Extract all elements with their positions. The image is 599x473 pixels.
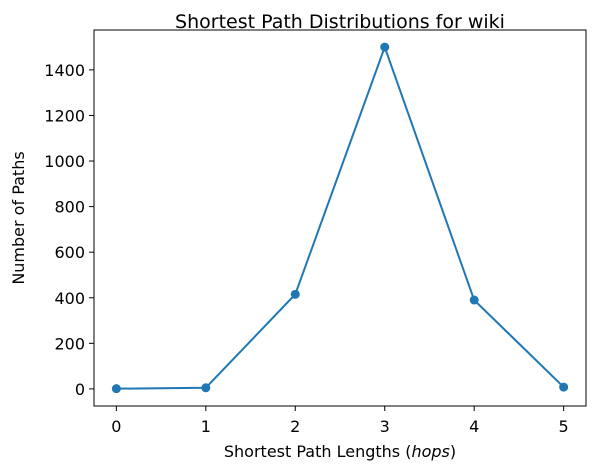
series-line	[116, 44, 565, 390]
series-points	[111, 42, 569, 394]
x-axis: 0 1 2 3 4 5	[111, 406, 569, 436]
data-point	[559, 382, 569, 392]
y-tick-label: 200	[54, 334, 85, 353]
plot-area	[93, 29, 587, 407]
y-axis: 0 200 400 600 800 1000 1200 1400	[44, 61, 94, 399]
y-axis-label: Number of Paths	[9, 151, 28, 284]
x-tick-label: 2	[290, 417, 300, 436]
data-point	[290, 289, 300, 299]
y-tick-label: 1000	[44, 152, 85, 171]
data-point	[469, 295, 479, 305]
x-tick-label: 4	[469, 417, 479, 436]
y-tick-label: 1200	[44, 106, 85, 125]
x-tick-label: 1	[201, 417, 211, 436]
y-tick-label: 800	[54, 198, 85, 217]
x-tick-label: 0	[111, 417, 121, 436]
x-tick-label: 3	[380, 417, 390, 436]
y-tick-label: 1400	[44, 61, 85, 80]
chart-title: Shortest Path Distributions for wiki	[175, 11, 505, 33]
data-point	[111, 384, 121, 394]
x-tick-label: 5	[559, 417, 569, 436]
data-point	[201, 383, 211, 393]
data-point	[380, 42, 390, 52]
x-axis-label: Shortest Path Lengths (hops)	[224, 442, 456, 461]
y-tick-label: 0	[75, 380, 85, 399]
y-tick-label: 600	[54, 243, 85, 262]
y-tick-label: 400	[54, 289, 85, 308]
